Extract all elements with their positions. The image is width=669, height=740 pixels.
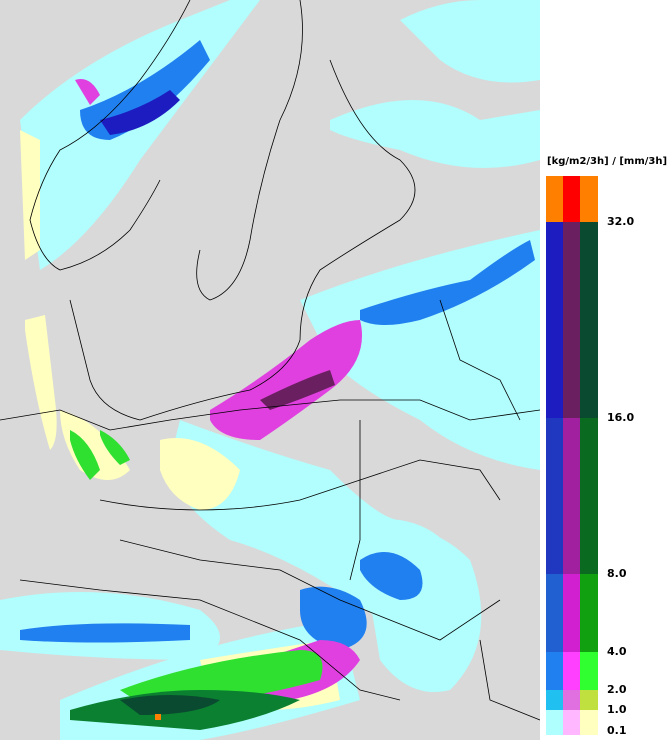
legend-tick-label: 4.0 xyxy=(607,645,627,658)
legend: [kg/m2/3h] / [mm/3h] 32.016.08.04 xyxy=(540,0,669,740)
legend-tick-label: 8.0 xyxy=(607,567,627,580)
legend-tick-label: 0.1 xyxy=(607,724,627,737)
legend-title: [kg/m2/3h] / [mm/3h] xyxy=(547,156,667,167)
legend-tick-label: 16.0 xyxy=(607,411,634,424)
colorbar xyxy=(546,176,598,735)
legend-tick-label: 2.0 xyxy=(607,683,627,696)
map xyxy=(0,0,541,740)
legend-tick-label: 32.0 xyxy=(607,215,634,228)
legend-tick-label: 1.0 xyxy=(607,703,627,716)
